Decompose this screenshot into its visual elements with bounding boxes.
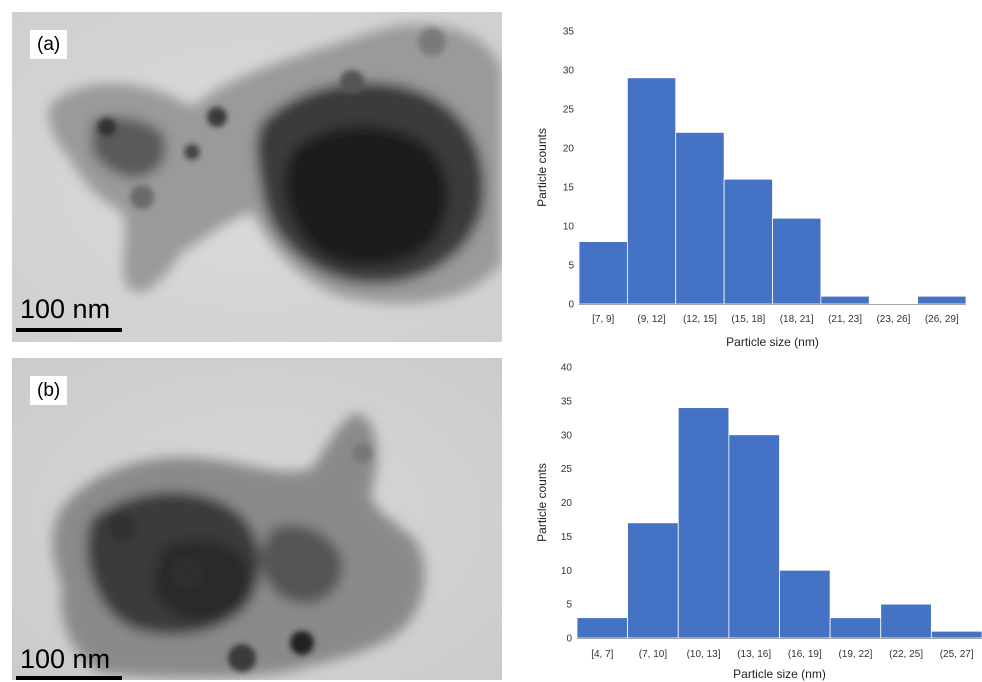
- x-tick-label-a-6: (23, 26]: [876, 314, 910, 325]
- x-tick-label-a-1: (9, 12]: [637, 314, 666, 325]
- bar-b-2: [677, 407, 730, 639]
- scale-bar-a: [16, 328, 122, 332]
- x-axis-label-b: Particle size (nm): [733, 667, 826, 681]
- y-tick-label-b-6: 30: [561, 430, 573, 441]
- scale-bar-label-a: 100 nm: [20, 294, 111, 324]
- y-tick-label-b-3: 15: [561, 532, 573, 543]
- histogram-a: 0 5 10 15 20 25 30 35 [7, 9] (9, 12] (12, 15] (15, …: [535, 27, 967, 349]
- bar-a-3: [723, 178, 773, 305]
- y-axis-label-b: Particle counts: [535, 463, 549, 542]
- y-tick-label-b-8: 40: [561, 363, 573, 374]
- histogram-b: 0 5 10 15 20 25 30 35 40 [4, 7] (7, 10] (10, 13] (13…: [535, 363, 982, 681]
- x-tick-label-a-5: (21, 23]: [828, 314, 862, 325]
- y-tick-label-a-1: 5: [568, 261, 574, 272]
- x-tick-label-a-4: (18, 21]: [780, 314, 814, 325]
- x-tick-label-a-2: (12, 15]: [683, 314, 717, 325]
- bar-b-7: [930, 630, 982, 639]
- panel-label-a: (a): [30, 30, 68, 59]
- bar-a-1: [626, 77, 677, 305]
- bar-b-5: [829, 617, 882, 639]
- x-tick-label-b-7: (25, 27]: [940, 649, 974, 660]
- x-tick-label-b-0: [4, 7]: [591, 649, 613, 660]
- y-axis-label-a: Particle counts: [535, 128, 549, 207]
- x-axis-label-a: Particle size (nm): [726, 335, 819, 349]
- x-tick-label-b-5: (19, 22]: [838, 649, 872, 660]
- y-tick-label-b-7: 35: [561, 396, 573, 407]
- y-tick-label-a-7: 35: [563, 27, 575, 38]
- tem-image-b: (b) 100 nm: [12, 358, 502, 680]
- x-tick-label-b-6: (22, 25]: [889, 649, 923, 660]
- y-tick-label-a-3: 15: [563, 183, 575, 194]
- bar-a-4: [772, 217, 822, 305]
- y-tick-label-b-4: 20: [561, 498, 573, 509]
- bar-a-7: [917, 295, 967, 305]
- scale-bar-b: [16, 676, 122, 680]
- y-tick-label-b-5: 25: [561, 464, 573, 475]
- panel-label-b: (b): [30, 376, 68, 405]
- bar-b-6: [880, 603, 932, 639]
- y-tick-label-a-5: 25: [563, 105, 575, 116]
- bar-a-0: [578, 241, 628, 305]
- y-tick-label-a-4: 20: [563, 144, 575, 155]
- x-tick-label-b-4: (16, 19]: [788, 649, 822, 660]
- bar-b-1: [627, 522, 679, 639]
- y-tick-label-b-0: 0: [566, 634, 572, 645]
- x-tick-label-b-2: (10, 13]: [687, 649, 721, 660]
- tem-image-a: (a) 100 nm: [12, 12, 502, 342]
- y-tick-label-b-1: 5: [566, 600, 572, 611]
- x-tick-label-b-3: (13, 16]: [737, 649, 771, 660]
- x-tick-label-a-7: (26, 29]: [925, 314, 959, 325]
- tem-micrograph-b: [12, 358, 502, 680]
- bar-b-0: [576, 617, 629, 639]
- x-tick-label-a-3: (15, 18]: [731, 314, 765, 325]
- tem-micrograph-a: [12, 12, 502, 342]
- bar-a-5: [820, 295, 870, 305]
- bar-b-4: [779, 569, 831, 639]
- bar-a-2: [675, 131, 725, 305]
- x-tick-label-a-0: [7, 9]: [592, 314, 614, 325]
- y-tick-label-a-0: 0: [568, 300, 574, 311]
- scale-bar-label-b: 100 nm: [20, 644, 111, 674]
- bar-b-3: [728, 434, 780, 639]
- x-tick-label-b-1: (7, 10]: [639, 649, 668, 660]
- y-tick-label-b-2: 10: [561, 566, 573, 577]
- y-tick-label-a-2: 10: [563, 222, 575, 233]
- y-tick-label-a-6: 30: [563, 66, 575, 77]
